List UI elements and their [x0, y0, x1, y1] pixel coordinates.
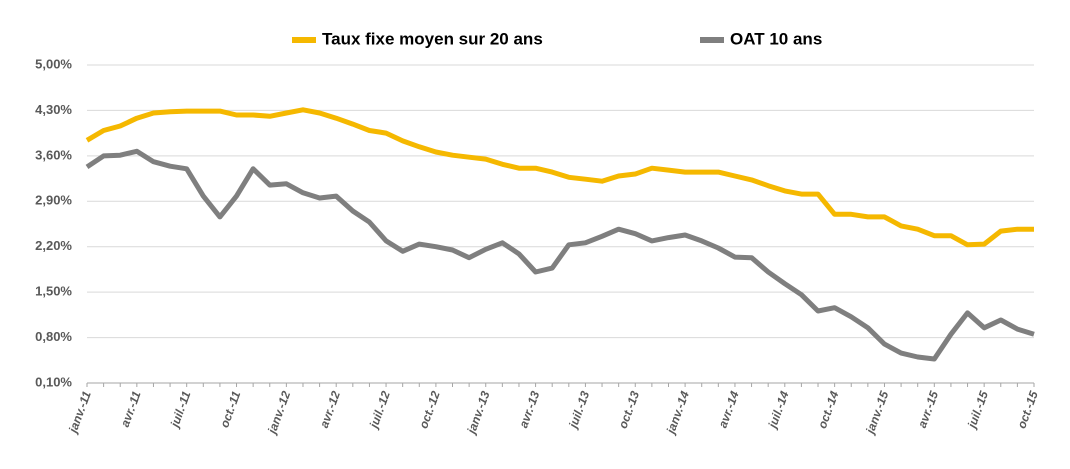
- y-tick-label: 2,90%: [35, 193, 72, 208]
- x-tick-label: avr.-12: [317, 389, 343, 430]
- y-tick-label: 2,20%: [35, 238, 72, 253]
- x-tick-label: janv.-12: [264, 389, 293, 437]
- x-tick-label: janv.-11: [65, 389, 94, 437]
- y-tick-label: 3,60%: [35, 147, 72, 162]
- x-tick-label: avr.-11: [118, 389, 144, 429]
- x-tick-label: avr.-13: [516, 389, 542, 430]
- y-tick-label: 1,50%: [35, 284, 72, 299]
- series-line: [85, 148, 1035, 362]
- x-tick-label: janv.-14: [663, 389, 692, 437]
- x-tick-label: juil.-13: [565, 389, 592, 432]
- x-tick-label: janv.-15: [862, 389, 891, 437]
- y-tick-label: 0,80%: [35, 329, 72, 344]
- x-tick-label: juil.-15: [964, 389, 991, 432]
- x-tick-label: oct.-12: [416, 389, 442, 430]
- x-tick-label: oct.-13: [616, 389, 642, 430]
- x-tick-label: avr.-14: [716, 389, 742, 430]
- x-tick-label: avr.-15: [915, 389, 941, 430]
- series-line: [85, 107, 1034, 248]
- legend-label: OAT 10 ans: [730, 29, 822, 48]
- x-tick-label: oct.-14: [815, 389, 841, 430]
- x-tick-label: janv.-13: [464, 389, 493, 437]
- y-tick-label: 4,30%: [35, 102, 72, 117]
- x-tick-label: juil.-11: [167, 389, 194, 431]
- y-tick-label: 5,00%: [35, 56, 72, 71]
- x-tick-label: juil.-14: [765, 389, 792, 432]
- x-tick-label: oct.-15: [1014, 389, 1040, 430]
- y-tick-label: 0,10%: [35, 374, 72, 389]
- x-tick-label: juil.-12: [366, 389, 393, 432]
- legend-label: Taux fixe moyen sur 20 ans: [322, 29, 543, 48]
- x-tick-label: oct.-11: [217, 389, 243, 430]
